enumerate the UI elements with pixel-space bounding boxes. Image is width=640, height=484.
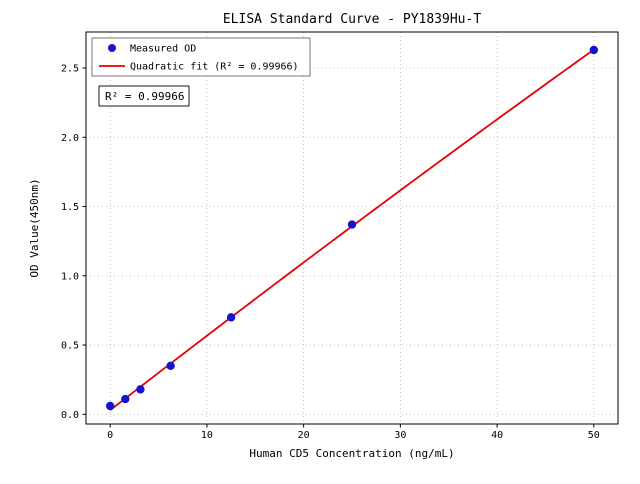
data-layer [105,45,599,411]
tick-layer: 0 10 20 30 40 50 0.0 0.5 1.0 1.5 2.0 2.5 [61,64,600,441]
legend-measured-label: Measured OD [130,44,196,55]
chart-title: ELISA Standard Curve - PY1839Hu-T [223,12,481,27]
x-tick-label: 0 [107,430,113,441]
data-point [136,385,145,394]
x-axis-label: Human CD5 Concentration (ng/mL) [249,447,454,460]
y-tick-label: 2.0 [61,133,79,144]
y-tick-label: 0.0 [61,410,79,421]
data-point [347,220,357,229]
legend-measured-marker-icon [108,44,116,52]
r-squared-box [98,85,190,107]
data-point [166,361,175,371]
r-squared-text: R² = 0.99966 [105,90,184,103]
y-axis-label: OD Value(450nm) [28,178,41,277]
legend-fit-label: Quadratic fit (R² = 0.99966) [130,62,299,73]
data-point [105,401,115,411]
r-squared-annotation: R² = 0.99966 [98,85,190,107]
legend-frame [91,37,311,77]
x-tick-label: 40 [491,430,503,441]
y-tick-label: 1.5 [61,202,79,213]
x-tick-label: 10 [201,430,213,441]
legend: Measured OD Quadratic fit (R² = 0.99966) [91,37,311,77]
y-tick-label: 0.5 [61,341,79,352]
data-point [121,394,130,404]
x-tick-label: 20 [298,430,310,441]
x-tick-label: 50 [588,430,600,441]
grid-layer [86,32,618,424]
data-point [226,313,236,322]
y-tick-label: 1.0 [61,271,79,282]
data-point [589,45,599,55]
x-tick-label: 30 [394,430,406,441]
y-tick-label: 2.5 [61,64,79,75]
axes-frame [85,31,619,425]
